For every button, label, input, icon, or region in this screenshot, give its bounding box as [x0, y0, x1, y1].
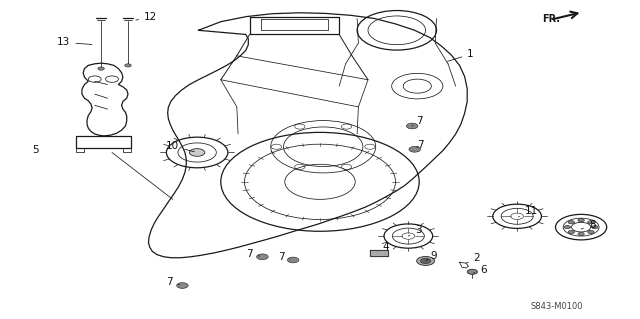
Circle shape: [177, 283, 188, 288]
Text: 8: 8: [581, 220, 595, 230]
Text: 11: 11: [518, 206, 538, 217]
Text: 7: 7: [412, 115, 422, 126]
Polygon shape: [370, 250, 388, 256]
Text: 3: 3: [408, 225, 421, 236]
Text: FR.: FR.: [542, 13, 560, 24]
Circle shape: [578, 232, 584, 235]
Text: 1: 1: [447, 49, 474, 61]
Circle shape: [417, 256, 435, 265]
Circle shape: [287, 257, 299, 263]
Text: 7: 7: [166, 277, 180, 287]
Circle shape: [591, 226, 598, 229]
Circle shape: [98, 67, 104, 70]
Circle shape: [588, 221, 594, 224]
Text: S843-M0100: S843-M0100: [531, 302, 583, 311]
Text: 13: 13: [57, 37, 92, 48]
Circle shape: [409, 146, 420, 152]
Circle shape: [125, 64, 131, 67]
Circle shape: [588, 230, 594, 234]
Text: 7: 7: [246, 249, 260, 259]
Text: 6: 6: [474, 264, 486, 275]
Circle shape: [420, 258, 431, 263]
Text: 7: 7: [417, 139, 424, 150]
Text: 5: 5: [32, 145, 38, 155]
Circle shape: [568, 221, 575, 224]
Circle shape: [406, 123, 418, 129]
Circle shape: [578, 219, 584, 222]
Text: 10: 10: [166, 141, 195, 152]
Text: 9: 9: [426, 251, 437, 261]
Text: 2: 2: [466, 253, 480, 263]
Circle shape: [257, 254, 268, 260]
Text: 7: 7: [278, 252, 291, 262]
Text: 4: 4: [378, 241, 389, 252]
Circle shape: [568, 230, 575, 234]
Text: 12: 12: [136, 12, 157, 22]
Circle shape: [189, 149, 205, 156]
Circle shape: [564, 226, 571, 229]
Circle shape: [467, 269, 477, 274]
